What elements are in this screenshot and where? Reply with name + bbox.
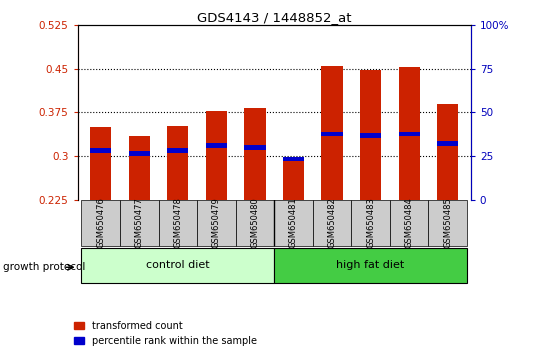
FancyBboxPatch shape [429, 200, 467, 246]
Bar [360, 70, 381, 200]
FancyBboxPatch shape [351, 200, 390, 246]
Bar [437, 141, 458, 146]
FancyBboxPatch shape [120, 200, 158, 246]
Bar [167, 126, 188, 200]
Text: GSM650482: GSM650482 [327, 198, 337, 249]
Bar [128, 136, 150, 200]
FancyBboxPatch shape [313, 200, 351, 246]
Legend: transformed count, percentile rank within the sample: transformed count, percentile rank withi… [74, 321, 257, 346]
Bar [128, 151, 150, 156]
Bar [437, 104, 458, 200]
Text: control diet: control diet [146, 261, 210, 270]
Bar [399, 67, 420, 200]
Bar [399, 132, 420, 136]
Title: GDS4143 / 1448852_at: GDS4143 / 1448852_at [197, 11, 351, 24]
Bar [360, 133, 381, 137]
Text: GSM650481: GSM650481 [289, 198, 298, 249]
Text: high fat diet: high fat diet [337, 261, 404, 270]
Bar [283, 157, 304, 161]
FancyBboxPatch shape [390, 200, 429, 246]
Text: GSM650478: GSM650478 [173, 198, 182, 249]
Bar [283, 158, 304, 200]
Bar [244, 145, 265, 150]
Bar [206, 111, 227, 200]
Text: GSM650479: GSM650479 [212, 198, 221, 249]
Bar [322, 66, 342, 200]
FancyBboxPatch shape [197, 200, 235, 246]
Bar [90, 148, 111, 153]
Bar [167, 148, 188, 153]
FancyBboxPatch shape [81, 248, 274, 283]
FancyBboxPatch shape [274, 248, 467, 283]
FancyBboxPatch shape [81, 200, 120, 246]
Bar [322, 132, 342, 136]
Text: GSM650483: GSM650483 [366, 198, 375, 249]
Bar [244, 108, 265, 200]
Text: GSM650476: GSM650476 [96, 198, 105, 249]
FancyBboxPatch shape [235, 200, 274, 246]
Text: GSM650484: GSM650484 [404, 198, 414, 249]
Bar [206, 143, 227, 148]
Bar [90, 127, 111, 200]
Text: growth protocol: growth protocol [3, 262, 85, 272]
FancyBboxPatch shape [158, 200, 197, 246]
Text: GSM650477: GSM650477 [135, 198, 144, 249]
FancyBboxPatch shape [274, 200, 313, 246]
Text: GSM650485: GSM650485 [443, 198, 452, 249]
Text: GSM650480: GSM650480 [250, 198, 259, 249]
